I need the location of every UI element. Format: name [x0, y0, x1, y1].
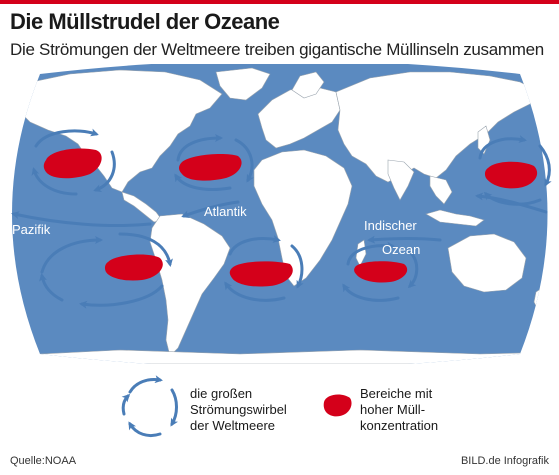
world-map: Pazifik Atlantik Indischer Ozean — [0, 60, 559, 368]
label-indian-ocean-line1: Indischer — [364, 218, 417, 233]
circular-arrows-icon — [121, 375, 179, 438]
label-indian-ocean-line2: Ozean — [382, 242, 420, 257]
current-arrow — [228, 235, 281, 256]
red-patch-icon — [323, 394, 352, 417]
current-arrow — [538, 144, 552, 187]
current-arrow — [176, 134, 223, 162]
current-arrow — [31, 167, 78, 196]
current-arrow — [181, 200, 240, 218]
header-accent-bar — [0, 0, 559, 4]
legend-patches-line3: konzentration — [360, 418, 439, 433]
landmass-scandinavia — [291, 71, 325, 99]
current-arrow — [290, 244, 304, 289]
landmass-madagascar — [355, 239, 367, 267]
page-subtitle: Die Strömungen der Weltmeere treiben gig… — [10, 40, 544, 59]
current-arrow — [79, 284, 164, 309]
legend-currents-line3: der Weltmeere — [190, 418, 276, 433]
garbage-patch-south-atlantic — [229, 261, 293, 287]
garbage-patch-north-pacific-west — [484, 161, 538, 189]
current-arrow — [174, 173, 232, 191]
legend-currents-line2: Strömungswirbel — [190, 402, 287, 417]
current-arrow — [93, 150, 116, 192]
legend-currents: die großen Strömungswirbel der Weltmeere — [118, 372, 318, 442]
current-arrow — [34, 128, 99, 148]
landmass-india — [387, 159, 415, 201]
current-arrow — [224, 281, 286, 302]
landmass-australia — [447, 233, 527, 293]
label-atlantic: Atlantik — [204, 204, 247, 219]
landmass-indonesia — [425, 209, 485, 227]
current-arrow — [367, 235, 442, 244]
label-pacific: Pazifik — [12, 222, 51, 237]
legend-patches-line1: Bereiche mit — [360, 386, 433, 401]
current-arrow — [478, 135, 527, 160]
garbage-patch-indian-ocean — [354, 261, 408, 283]
current-arrow — [342, 283, 400, 302]
landmass-southeast-asia — [429, 175, 453, 205]
current-arrow — [39, 273, 64, 302]
current-arrow — [118, 232, 173, 267]
legend-patches: Bereiche mit hoher Müll- konzentration — [320, 372, 550, 442]
current-arrow — [234, 138, 254, 183]
source-credit: Quelle:NOAA — [10, 455, 77, 467]
landmass-greenland — [215, 67, 271, 101]
landmass-africa — [253, 149, 353, 287]
current-arrow — [407, 250, 419, 289]
current-arrow — [11, 211, 152, 228]
page-title: Die Müllstrudel der Ozeane — [10, 9, 280, 34]
landmass-asia — [335, 71, 541, 183]
garbage-patch-north-pacific-east — [43, 148, 102, 179]
current-arrow — [475, 192, 548, 214]
garbage-patch-south-pacific — [104, 254, 163, 281]
publisher-credit: BILD.de Infografik — [460, 455, 549, 467]
garbage-patch-north-atlantic — [179, 154, 242, 181]
legend-currents-line1: die großen — [190, 386, 253, 401]
current-arrow — [346, 241, 395, 266]
current-arrow — [40, 236, 103, 274]
landmass-north-america — [17, 69, 223, 193]
legend-patches-line2: hoher Müll- — [360, 402, 426, 417]
